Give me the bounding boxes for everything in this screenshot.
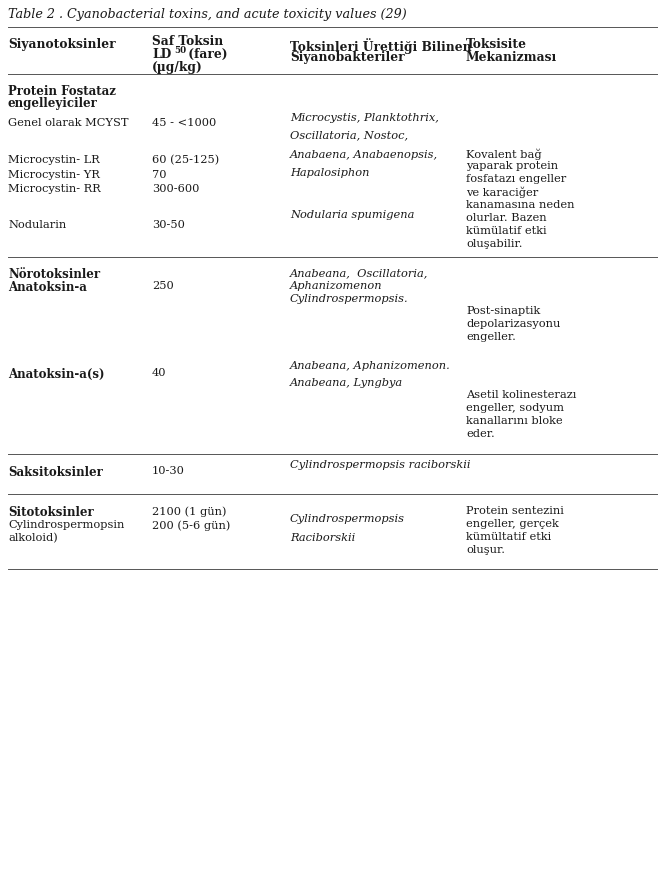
Text: Anabeana, Aphanizomenon.: Anabeana, Aphanizomenon. xyxy=(290,361,451,371)
Text: Table 2 . Cyanobacterial toxins, and acute toxicity values (29): Table 2 . Cyanobacterial toxins, and acu… xyxy=(8,8,407,21)
Text: Sitotoksinler: Sitotoksinler xyxy=(8,506,94,518)
Text: Nodularin: Nodularin xyxy=(8,220,66,230)
Text: oluşur.: oluşur. xyxy=(466,544,505,554)
Text: Raciborskii: Raciborskii xyxy=(290,532,355,543)
Text: eder.: eder. xyxy=(466,428,495,438)
Text: Aphanizomenon: Aphanizomenon xyxy=(290,281,382,291)
Text: alkoloid): alkoloid) xyxy=(8,532,58,543)
Text: Asetil kolinesterazı: Asetil kolinesterazı xyxy=(466,390,577,399)
Text: Siyanotoksinler: Siyanotoksinler xyxy=(8,38,116,51)
Text: Protein sentezini: Protein sentezini xyxy=(466,506,564,515)
Text: 200 (5-6 gün): 200 (5-6 gün) xyxy=(152,520,230,530)
Text: Hapalosiphon: Hapalosiphon xyxy=(290,168,370,178)
Text: Microcystis, Planktothrix,: Microcystis, Planktothrix, xyxy=(290,113,439,123)
Text: (µg/kg): (µg/kg) xyxy=(152,61,203,74)
Text: Anatoksin-a: Anatoksin-a xyxy=(8,281,87,293)
Text: 300-600: 300-600 xyxy=(152,184,200,194)
Text: fosfatazı engeller: fosfatazı engeller xyxy=(466,174,567,184)
Text: Anabaena, Anabaenopsis,: Anabaena, Anabaenopsis, xyxy=(290,150,438,160)
Text: Mekanizması: Mekanizması xyxy=(466,51,557,64)
Text: oluşabilir.: oluşabilir. xyxy=(466,239,523,248)
Text: Anabeana,  Oscillatoria,: Anabeana, Oscillatoria, xyxy=(290,268,428,277)
Text: LD: LD xyxy=(152,48,172,61)
Text: Saksitoksinler: Saksitoksinler xyxy=(8,465,103,479)
Text: Post-sinaptik: Post-sinaptik xyxy=(466,306,540,315)
Text: Cylindrospermopsin: Cylindrospermopsin xyxy=(8,520,124,529)
Text: kanamasına neden: kanamasına neden xyxy=(466,200,575,210)
Text: 70: 70 xyxy=(152,169,166,180)
Text: 250: 250 xyxy=(152,281,174,291)
Text: 30-50: 30-50 xyxy=(152,220,185,230)
Text: Nörotoksinler: Nörotoksinler xyxy=(8,268,100,281)
Text: engeller, gerçek: engeller, gerçek xyxy=(466,518,559,529)
Text: 2100 (1 gün): 2100 (1 gün) xyxy=(152,506,227,516)
Text: Kovalent bağ: Kovalent bağ xyxy=(466,148,541,159)
Text: Toksinleri Ürettiği Bilinen: Toksinleri Ürettiği Bilinen xyxy=(290,38,471,54)
Text: 40: 40 xyxy=(152,368,166,378)
Text: Microcystin- RR: Microcystin- RR xyxy=(8,184,101,194)
Text: 10-30: 10-30 xyxy=(152,465,185,476)
Text: ve karaciğer: ve karaciğer xyxy=(466,187,538,198)
Text: (fare): (fare) xyxy=(184,48,227,61)
Text: Microcystin- LR: Microcystin- LR xyxy=(8,155,100,165)
Text: Genel olarak MCYST: Genel olarak MCYST xyxy=(8,118,128,128)
Text: engeller.: engeller. xyxy=(466,332,516,342)
Text: Cylindrospermopsis: Cylindrospermopsis xyxy=(290,514,405,523)
Text: Saf Toksin: Saf Toksin xyxy=(152,35,223,48)
Text: Protein Fostataz: Protein Fostataz xyxy=(8,85,116,97)
Text: Anabeana, Lyngbya: Anabeana, Lyngbya xyxy=(290,378,403,387)
Text: kümültatif etki: kümültatif etki xyxy=(466,531,551,542)
Text: Oscillatoria, Nostoc,: Oscillatoria, Nostoc, xyxy=(290,130,408,140)
Text: Nodularia spumigena: Nodularia spumigena xyxy=(290,210,414,220)
Text: engelleyiciler: engelleyiciler xyxy=(8,97,98,110)
Text: Cylindrospermopsis raciborskii: Cylindrospermopsis raciborskii xyxy=(290,459,471,470)
Text: yaparak protein: yaparak protein xyxy=(466,161,558,171)
Text: olurlar. Bazen: olurlar. Bazen xyxy=(466,212,547,223)
Text: Microcystin- YR: Microcystin- YR xyxy=(8,169,100,180)
Text: Toksisite: Toksisite xyxy=(466,38,527,51)
Text: engeller, sodyum: engeller, sodyum xyxy=(466,402,564,413)
Text: Cylindrospermopsis.: Cylindrospermopsis. xyxy=(290,293,408,304)
Text: 45 - <1000: 45 - <1000 xyxy=(152,118,216,128)
Text: kümülatif etki: kümülatif etki xyxy=(466,226,547,235)
Text: 50: 50 xyxy=(174,46,186,55)
Text: depolarizasyonu: depolarizasyonu xyxy=(466,319,561,328)
Text: 60 (25-125): 60 (25-125) xyxy=(152,155,219,165)
Text: kanallarını bloke: kanallarını bloke xyxy=(466,415,563,426)
Text: Anatoksin-a(s): Anatoksin-a(s) xyxy=(8,368,104,380)
Text: Siyanobakteriler: Siyanobakteriler xyxy=(290,51,404,64)
